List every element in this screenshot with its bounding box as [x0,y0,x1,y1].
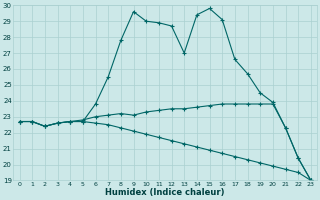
X-axis label: Humidex (Indice chaleur): Humidex (Indice chaleur) [106,188,225,197]
